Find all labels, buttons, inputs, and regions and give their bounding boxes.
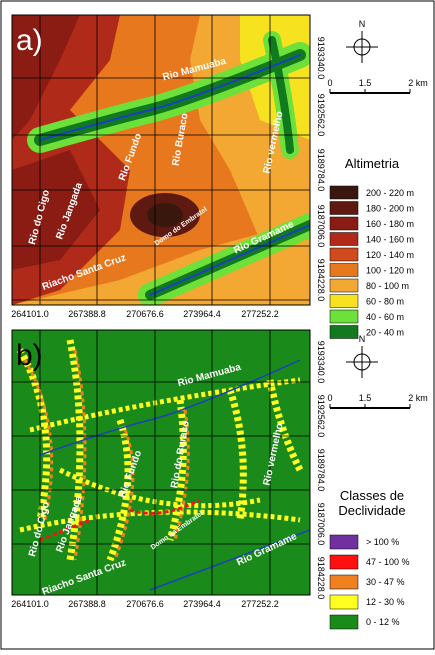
legend-label: 180 - 200 m (366, 204, 414, 214)
legend-label: 12 - 30 % (366, 597, 405, 607)
legend-label: 160 - 180 m (366, 219, 414, 229)
panel-label: a) (16, 24, 43, 57)
legend-label: 100 - 120 m (366, 266, 414, 276)
legend-label: 47 - 100 % (366, 557, 410, 567)
y-coordinate: 9184228.0 (316, 557, 326, 600)
legend-label: 140 - 160 m (366, 235, 414, 245)
legend-label: 200 - 220 m (366, 188, 414, 198)
north-label: N (359, 19, 366, 29)
legend-swatch (329, 247, 359, 262)
legend-label: 30 - 47 % (366, 577, 405, 587)
legend-label: 20 - 40 m (366, 328, 404, 338)
y-coordinate: 9192562.0 (316, 94, 326, 137)
x-coordinate: 270676.6 (126, 309, 164, 319)
y-coordinate: 9187006.0 (316, 503, 326, 546)
y-coordinate: 9192562.0 (316, 395, 326, 438)
grid (12, 15, 310, 595)
panel-label: b) (16, 339, 43, 372)
map-frame (11, 329, 311, 596)
scale-label: 0 (327, 393, 332, 403)
legend-swatch (329, 594, 359, 610)
y-coordinate: 9193340.0 (316, 37, 326, 80)
scale-label: 0 (327, 78, 332, 88)
slope-map (12, 330, 310, 595)
legend-swatch (329, 185, 359, 200)
map-frame (11, 14, 311, 306)
x-coordinate: 273964.4 (183, 309, 221, 319)
legend-label: 0 - 12 % (366, 617, 400, 627)
x-coordinate: 270676.6 (126, 599, 164, 609)
legend-title: Altimetria (345, 156, 400, 171)
legend-swatch (329, 278, 359, 293)
legend-swatch (329, 263, 359, 277)
legend-swatch (329, 216, 359, 231)
scale-label: 2 km (408, 393, 428, 403)
y-coordinate: 9184228.0 (316, 259, 326, 302)
legend-swatch (329, 534, 359, 550)
scale-label: 1.5 (359, 78, 372, 88)
legend-swatch (329, 232, 359, 246)
legend-swatch (329, 201, 359, 215)
y-coordinate: 9189784.0 (316, 149, 326, 192)
legend-title: Declividade (338, 503, 405, 518)
x-coordinate: 264101.0 (11, 309, 49, 319)
scale-label: 2 km (408, 78, 428, 88)
x-coordinate: 273964.4 (183, 599, 221, 609)
legend-label: 120 - 140 m (366, 250, 414, 260)
legend-swatch (329, 309, 359, 324)
x-coordinate: 277252.2 (241, 599, 279, 609)
y-coordinate: 9189784.0 (316, 449, 326, 492)
legend-swatch (329, 554, 359, 570)
x-coordinate: 267388.8 (68, 599, 106, 609)
legend-swatch (329, 294, 359, 308)
x-coordinate: 267388.8 (68, 309, 106, 319)
x-coordinate: 264101.0 (11, 599, 49, 609)
y-coordinate: 9187006.0 (316, 205, 326, 248)
legend-swatch (329, 325, 359, 339)
y-coordinate: 9193340.0 (316, 341, 326, 384)
legend-swatch (329, 614, 359, 630)
legend-label: 80 - 100 m (366, 281, 409, 291)
north-label: N (359, 334, 366, 344)
elevation-map (12, 15, 310, 305)
legend-title: Classes de (340, 488, 404, 503)
legend-label: 40 - 60 m (366, 312, 404, 322)
legend-label: 60 - 80 m (366, 297, 404, 307)
legend-swatch (329, 574, 359, 590)
legend-label: > 100 % (366, 537, 399, 547)
scale-label: 1.5 (359, 393, 372, 403)
x-coordinate: 277252.2 (241, 309, 279, 319)
